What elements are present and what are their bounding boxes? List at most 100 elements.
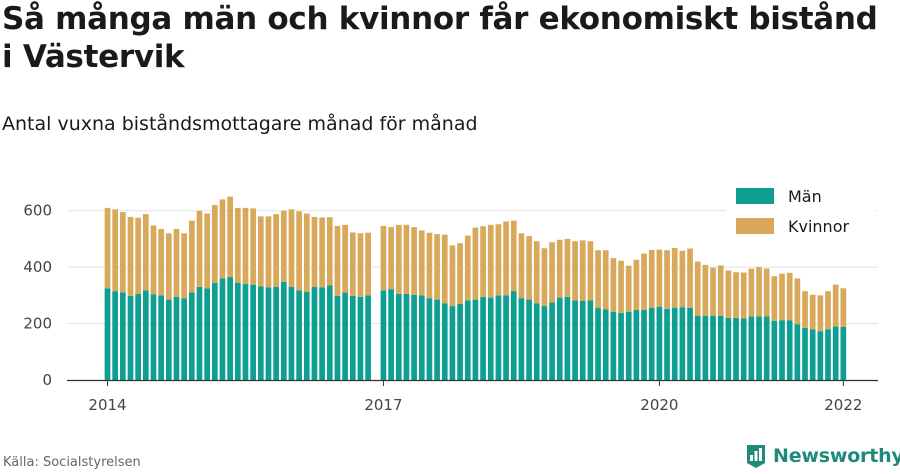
bar-men: [794, 324, 801, 380]
bar-men: [625, 311, 632, 380]
bar-men: [227, 277, 233, 380]
x-tick-label: 2020: [640, 396, 678, 414]
bar-men: [426, 298, 433, 380]
bar-women: [495, 224, 502, 296]
x-tick-label: 2022: [824, 396, 862, 414]
bar-men: [679, 307, 686, 380]
bar-men: [779, 320, 785, 380]
legend-label-women: Kvinnor: [788, 217, 849, 236]
bar-women: [119, 212, 126, 293]
y-tick-label: 200: [23, 315, 52, 333]
bar-women: [832, 284, 839, 327]
bar-women: [602, 250, 609, 310]
bar-men: [211, 282, 218, 380]
bar-women: [825, 291, 831, 330]
bar-women: [357, 233, 364, 297]
bar-women: [204, 213, 210, 289]
bar-women: [173, 229, 180, 297]
bar-women: [809, 294, 816, 330]
bar-women: [234, 207, 241, 283]
bar-women: [840, 288, 847, 327]
bar-men: [188, 292, 195, 380]
bar-women: [710, 267, 716, 316]
bar-women: [395, 224, 402, 294]
bar-men: [365, 295, 371, 380]
bar-women: [794, 278, 801, 325]
bar-men: [380, 290, 387, 380]
bar-women: [181, 233, 187, 299]
bar-men: [480, 296, 486, 380]
chart-title: Så många män och kvinnor får ekonomiskt …: [2, 1, 878, 75]
bar-women: [403, 224, 410, 294]
bar-women: [518, 233, 525, 299]
bar-women: [142, 214, 149, 291]
bar-women: [242, 207, 249, 285]
bar-men: [204, 288, 210, 380]
bar-women: [296, 211, 302, 291]
bar-men: [273, 286, 279, 380]
bar-men: [549, 302, 555, 380]
bar-men: [196, 286, 203, 380]
bar-women: [326, 217, 333, 286]
bar-women: [165, 233, 172, 300]
bar-men: [472, 299, 479, 380]
bar-women: [725, 270, 732, 318]
bar-women: [564, 238, 571, 297]
bar-women: [740, 272, 747, 319]
bar-women: [618, 260, 624, 313]
bar-men: [518, 298, 525, 380]
bar-women: [196, 210, 203, 287]
bar-men: [411, 294, 417, 380]
bar-men: [564, 296, 571, 380]
bar-women: [549, 242, 555, 303]
y-tick-label: 600: [23, 202, 52, 220]
bar-men: [296, 290, 302, 380]
bar-men: [357, 296, 364, 380]
bar-men: [748, 316, 755, 380]
brand-logo: Newsworthy: [745, 442, 900, 470]
bar-men: [633, 310, 640, 380]
bar-men: [572, 300, 578, 380]
bar-men: [740, 318, 747, 380]
newsworthy-logo-icon: [747, 445, 765, 468]
bar-women: [311, 216, 318, 287]
bar-men: [595, 308, 601, 380]
bar-women: [441, 234, 448, 304]
bar-women: [771, 276, 778, 321]
bar-women: [319, 217, 325, 288]
bar-men: [303, 291, 310, 380]
bar-men: [257, 286, 264, 380]
bar-women: [127, 216, 134, 296]
bar-women: [449, 245, 456, 307]
chart-subtitle: Antal vuxna biståndsmottagare månad för …: [2, 113, 478, 135]
bar-women: [671, 247, 678, 308]
bar-men: [817, 331, 824, 380]
bar-men: [756, 316, 762, 380]
bar-men: [319, 287, 325, 380]
bar-men: [809, 329, 816, 380]
bar-men: [840, 326, 847, 380]
bar-women: [763, 268, 770, 317]
bar-men: [349, 295, 356, 380]
bar-men: [142, 290, 149, 380]
bar-women: [702, 264, 709, 316]
x-tick-label: 2017: [364, 396, 402, 414]
bar-men: [710, 315, 716, 380]
bar-women: [211, 205, 218, 283]
bar-women: [687, 248, 693, 308]
bar-men: [541, 306, 548, 380]
bar-men: [526, 299, 532, 380]
bar-women: [664, 250, 670, 309]
bar-men: [771, 320, 778, 380]
bar-women: [802, 291, 808, 328]
bar-men: [503, 295, 509, 380]
bar-women: [756, 267, 762, 317]
bar-men: [656, 306, 663, 380]
bar-women: [257, 216, 264, 287]
bar-men: [173, 296, 180, 380]
bar-women: [503, 221, 509, 296]
bar-men: [449, 306, 456, 380]
bar-men: [119, 292, 126, 380]
bar-women: [572, 241, 578, 301]
